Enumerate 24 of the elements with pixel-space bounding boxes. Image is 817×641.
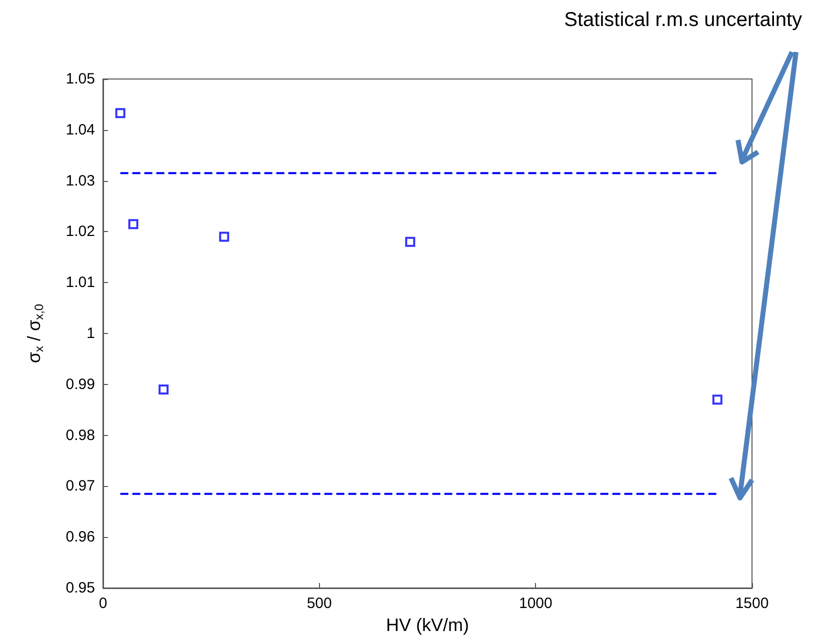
point xyxy=(158,384,169,394)
y-tick-label: 0.96 xyxy=(66,528,95,546)
y-tick-label: 0.95 xyxy=(66,580,95,596)
y-axis-title: σx / σx,0 xyxy=(24,304,46,364)
y-tick-label: 0.98 xyxy=(66,426,95,444)
x-tick-label: 1500 xyxy=(735,595,769,612)
text: Statistical r.m.s uncertainty xyxy=(564,9,802,31)
y-tick-label: 1.02 xyxy=(66,223,95,240)
point xyxy=(128,219,138,230)
y-tick-label: 1.05 xyxy=(66,70,95,88)
y-tick-label: 1.04 xyxy=(66,121,95,138)
x-tick-label: 500 xyxy=(306,595,332,612)
y-tick-label: 1 xyxy=(86,325,95,342)
x-tick-label: 1000 xyxy=(518,595,552,612)
y-tick-label: 0.97 xyxy=(66,478,95,495)
y-tick-label: 1.01 xyxy=(66,274,95,292)
x-tick-label: 0 xyxy=(98,595,108,612)
point xyxy=(712,394,722,405)
x-axis-title: HV (kV/m) xyxy=(386,615,469,635)
y-tick-label: 0.99 xyxy=(66,376,95,393)
point xyxy=(219,232,230,242)
y-tick-label: 1.03 xyxy=(66,172,95,190)
point xyxy=(405,236,416,247)
point xyxy=(115,108,126,118)
